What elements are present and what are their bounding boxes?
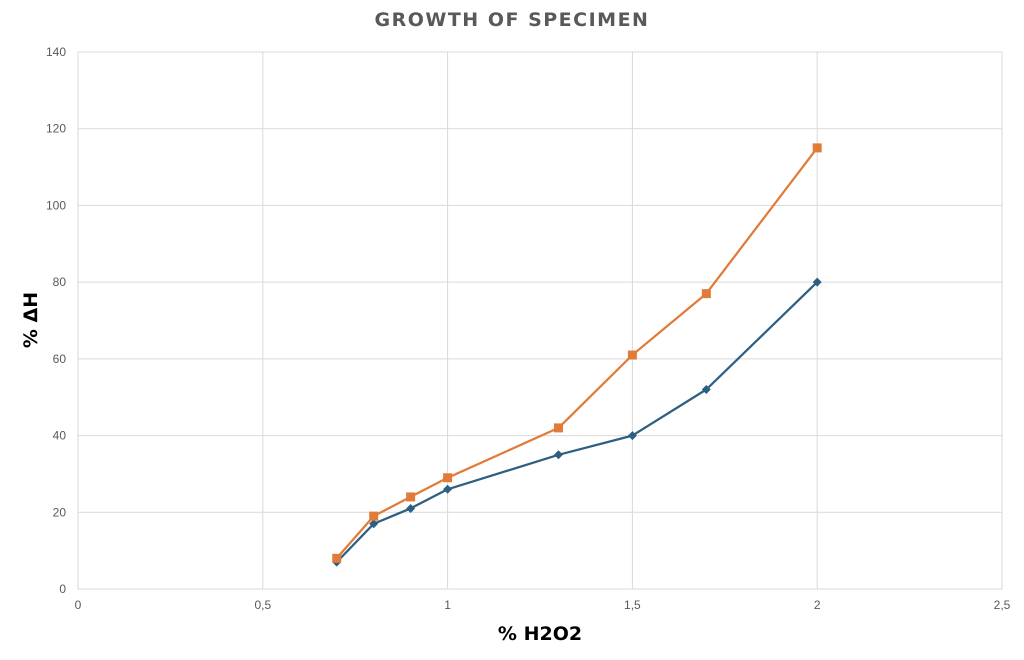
diamond-marker	[406, 503, 416, 513]
diamond-marker	[443, 484, 453, 494]
diamond-marker	[701, 385, 711, 395]
y-tick-labels: 0 20 40 60 80 100 120 140	[46, 45, 66, 596]
y-axis-title: % ΔH	[20, 292, 42, 348]
y-tick-label: 80	[53, 275, 67, 289]
y-tick-label: 140	[46, 45, 66, 59]
square-marker	[369, 511, 379, 521]
square-marker	[332, 553, 342, 563]
square-marker	[406, 492, 416, 502]
x-tick-label: 0	[75, 598, 82, 612]
x-tick-label: 0,5	[254, 598, 271, 612]
square-marker	[443, 473, 453, 483]
x-tick-label: 1	[444, 598, 451, 612]
diamond-marker	[553, 450, 563, 460]
square-marker	[701, 289, 711, 299]
series-1	[332, 277, 822, 567]
x-tick-labels: 0 0,5 1 1,5 2 2,5	[75, 598, 1011, 612]
x-tick-label: 2,5	[994, 598, 1011, 612]
series-2	[332, 143, 822, 563]
series-group	[332, 143, 822, 567]
diamond-marker	[627, 431, 637, 441]
y-tick-label: 20	[53, 505, 67, 519]
y-tick-label: 100	[46, 198, 66, 212]
chart-title: GROWTH OF SPECIMEN	[374, 9, 650, 31]
square-marker	[627, 350, 637, 360]
y-tick-label: 40	[53, 429, 67, 443]
gridlines	[77, 51, 1003, 590]
y-tick-label: 60	[53, 352, 67, 366]
x-tick-label: 1,5	[624, 598, 641, 612]
diamond-marker	[369, 519, 379, 529]
series-2-line	[335, 147, 819, 560]
series-1-line	[335, 281, 818, 563]
x-tick-label: 2	[814, 598, 821, 612]
x-axis-title: % H2O2	[498, 623, 582, 645]
y-tick-label: 120	[46, 122, 66, 136]
diamond-marker	[812, 277, 822, 287]
square-marker	[553, 423, 563, 433]
square-marker	[812, 143, 822, 153]
y-tick-label: 0	[59, 582, 66, 596]
